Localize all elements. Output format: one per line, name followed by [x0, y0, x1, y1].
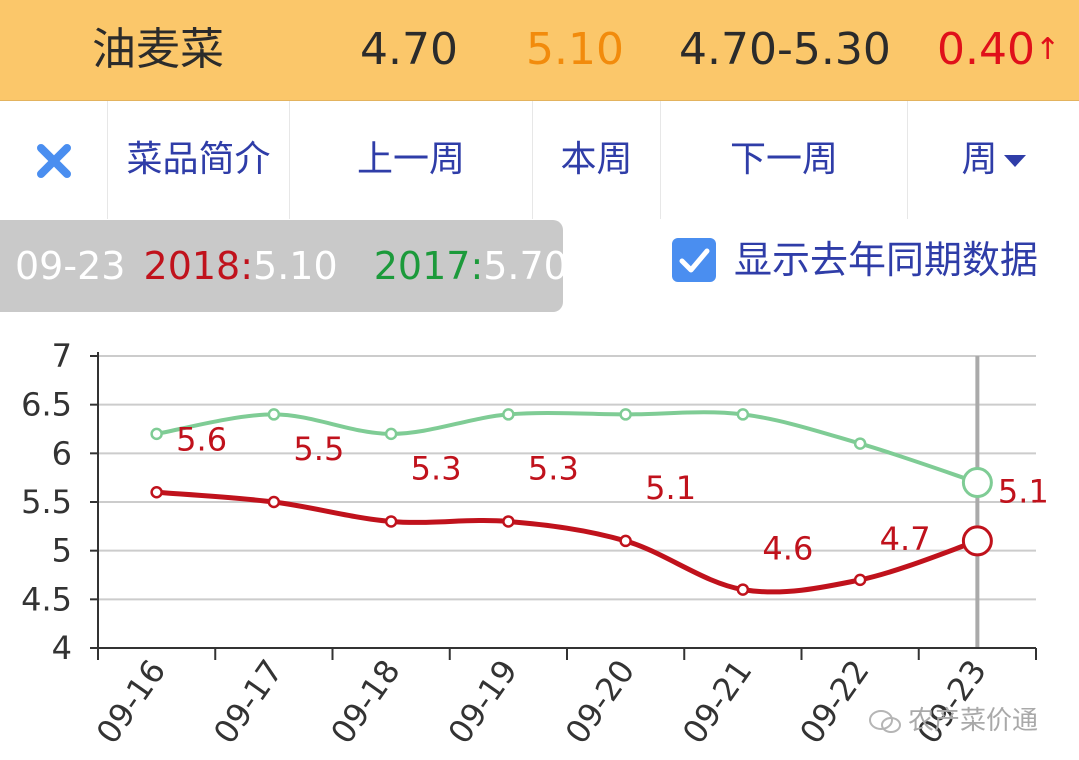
next-week-button[interactable]: 下一周 [729, 139, 838, 180]
data-point-2018 [384, 515, 398, 528]
chart-tooltip: 09-23 2018:5.10 2017:5.70 [0, 220, 568, 312]
close-button[interactable] [0, 101, 107, 219]
data-point-2018 [150, 486, 163, 499]
series-line-2018 [156, 489, 979, 595]
y-tick-label: 5 [52, 532, 72, 570]
y-tick-label: 4.5 [21, 580, 72, 618]
price-low: 4.70 [360, 24, 458, 75]
vegetable-name: 油麦菜 [92, 24, 224, 75]
watermark: 农产菜价通 [868, 700, 1038, 737]
this-week-button[interactable]: 本周 [560, 139, 633, 180]
data-label-2018: 5.5 [293, 430, 344, 468]
x-tick-label: 09-19 [440, 653, 524, 751]
data-point-2017 [736, 408, 750, 421]
data-label-2018: 5.1 [998, 473, 1049, 511]
toolbar: 菜品简介 上一周 本周 下一周 周 [0, 101, 1079, 219]
x-tick-label: 09-17 [206, 653, 290, 751]
data-label-2018: 4.6 [762, 530, 813, 568]
price-change-value: 0.40 [937, 24, 1035, 75]
price-header: 油麦菜 4.70 5.10 4.70-5.30 0.40↑ [0, 0, 1079, 101]
show-last-year-toggle[interactable]: 显示去年同期数据 [672, 232, 1038, 288]
data-label-2018: 5.6 [176, 420, 227, 458]
watermark-text: 农产菜价通 [908, 706, 1039, 736]
y-tick-label: 7 [52, 337, 72, 375]
data-label-2018: 5.1 [645, 469, 696, 507]
data-point-2018 [619, 534, 632, 548]
toolbar-divider [907, 101, 908, 219]
series-line-2017 [156, 410, 979, 485]
tooltip-2017-value: 5.70 [483, 244, 568, 288]
data-point-2017 [619, 408, 632, 421]
x-tick-label: 09-16 [89, 653, 173, 751]
tooltip-date: 09-23 [15, 244, 126, 288]
price-chart: 4 4.5 5 5.5 6 6.5 7 09-16 09-17 09-18 09-19 09-20 09… [21, 337, 1049, 751]
toolbar-divider [660, 101, 661, 219]
data-point-2018 [267, 495, 281, 509]
data-point-2018 [853, 573, 867, 587]
period-dropdown[interactable]: 周 [908, 101, 1079, 219]
data-point-2017 [150, 427, 163, 441]
arrow-up-icon: ↑ [1034, 32, 1061, 67]
data-point-2018 [961, 525, 993, 557]
data-point-2018 [736, 583, 750, 596]
data-label-2018: 4.7 [880, 520, 931, 558]
toolbar-divider [532, 101, 533, 219]
toolbar-divider [107, 101, 108, 219]
period-label: 周 [961, 139, 998, 180]
price-range: 4.70-5.30 [679, 24, 891, 75]
data-label-2018: 5.3 [411, 449, 462, 487]
price-avg: 5.10 [526, 24, 624, 75]
tooltip-2017-label: 2017: [373, 244, 484, 288]
data-point-2017 [384, 427, 398, 441]
x-tick-label: 09-22 [792, 653, 876, 751]
y-tick-label: 5.5 [21, 483, 72, 521]
prev-week-button[interactable]: 上一周 [356, 139, 465, 180]
tooltip-2018-value: 5.10 [253, 244, 338, 288]
x-tick-label: 09-20 [558, 653, 642, 751]
caret-down-icon [1003, 155, 1026, 167]
intro-button[interactable]: 菜品简介 [126, 139, 271, 180]
y-tick-label: 6.5 [21, 386, 72, 424]
x-tick-label: 09-21 [675, 653, 759, 751]
data-point-2018 [502, 515, 515, 528]
chart-series [150, 408, 993, 596]
close-x-icon [36, 144, 71, 178]
data-point-2017 [853, 437, 867, 450]
chart-data-labels: 5.6 5.5 5.3 5.3 5.1 4.6 4.7 5.1 [176, 420, 1049, 567]
data-label-2018: 5.3 [528, 449, 579, 487]
toolbar-divider [289, 101, 290, 219]
data-point-2017 [267, 408, 281, 421]
checkbox-label: 显示去年同期数据 [734, 238, 1039, 282]
data-point-2017 [502, 408, 515, 421]
y-tick-label: 4 [52, 629, 72, 667]
wechat-icon [869, 709, 901, 733]
x-tick-label: 09-18 [323, 653, 407, 751]
chart-grid [98, 355, 1036, 648]
checkbox[interactable] [672, 237, 716, 282]
checkmark-icon [679, 248, 710, 272]
y-tick-label: 6 [52, 434, 72, 472]
tooltip-2018-label: 2018: [143, 244, 254, 288]
price-change: 0.40↑ [937, 0, 1060, 100]
data-point-2017 [961, 467, 993, 499]
